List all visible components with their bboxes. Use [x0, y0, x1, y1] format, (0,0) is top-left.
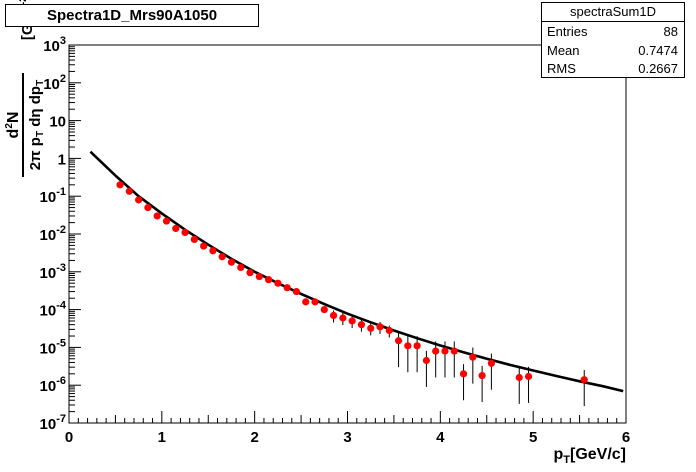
data-point: [524, 372, 533, 381]
y-tick-label: 10-5: [40, 337, 66, 357]
y-tick-label: 10-4: [40, 300, 67, 320]
data-point: [116, 181, 124, 189]
y-tick-label: 10-1: [40, 186, 66, 206]
data-point: [367, 324, 375, 332]
x-tick-label: 2: [250, 429, 258, 446]
data-points: [116, 181, 588, 407]
data-point: [283, 284, 291, 292]
x-axis-title: pT[GeV/c]: [553, 446, 626, 466]
stats-key: Entries: [547, 24, 588, 39]
data-point: [237, 263, 245, 272]
stats-key: RMS: [547, 61, 576, 76]
x-tick-label: 3: [343, 429, 351, 446]
data-point: [394, 337, 403, 345]
data-point: [302, 298, 310, 306]
data-point: [348, 317, 356, 325]
data-point: [450, 347, 458, 355]
x-axis-label: pT[GeV/c]: [553, 446, 626, 466]
stats-row-entries: Entries 88: [547, 22, 678, 41]
data-point: [144, 203, 152, 212]
data-point: [292, 287, 301, 296]
y-tick-label: 10-7: [40, 413, 66, 433]
data-point: [162, 217, 171, 225]
statistics-title: spectraSum1D: [542, 3, 684, 22]
x-tick-label: 0: [65, 429, 73, 446]
plot-frame: [68, 44, 627, 424]
data-point: [153, 212, 161, 220]
data-point: [135, 196, 143, 204]
fit-curve-line: [89, 150, 624, 393]
data-point: [227, 258, 236, 266]
stats-row-rms: RMS 0.2667: [547, 59, 678, 78]
data-point: [311, 298, 319, 306]
data-point: [246, 269, 254, 277]
stats-key: Mean: [547, 43, 580, 58]
data-point: [200, 242, 208, 250]
stats-value: 0.2667: [638, 61, 678, 76]
data-point: [209, 247, 217, 255]
data-point: [413, 342, 421, 350]
data-point: [255, 272, 263, 281]
x-tick-label: 4: [436, 429, 445, 446]
data-point: [339, 314, 347, 322]
data-point: [320, 306, 328, 314]
data-point: [580, 376, 588, 384]
data-point: [190, 235, 198, 243]
histogram-title-box: Spectra1D_Mrs90A1050: [5, 4, 259, 27]
data-point: [478, 371, 486, 380]
data-point: [329, 311, 338, 320]
stats-value: 88: [663, 24, 678, 39]
data-point: [459, 370, 468, 378]
data-point: [487, 359, 495, 367]
data-point: [515, 373, 523, 382]
y-tick-label: 10-6: [40, 375, 66, 395]
x-tick-label: 6: [622, 429, 630, 446]
x-tick-label: 5: [529, 429, 537, 446]
data-point: [274, 279, 282, 287]
stats-value: 0.7474: [638, 43, 678, 58]
data-point: [376, 323, 384, 331]
data-point: [469, 353, 477, 361]
data-point: [172, 224, 180, 233]
data-point: [181, 228, 189, 237]
y-tick-label: 10-3: [40, 262, 66, 282]
y-label-numerator: d2N: [4, 112, 22, 139]
histogram-title: Spectra1D_Mrs90A1050: [46, 7, 218, 24]
data-point: [264, 276, 273, 284]
data-point: [441, 347, 449, 355]
fit-curve: [89, 150, 624, 393]
data-point: [357, 321, 366, 329]
data-point: [404, 342, 412, 350]
data-point: [218, 253, 226, 261]
stats-row-mean: Mean 0.7474: [547, 41, 678, 60]
y-tick-label: 103: [43, 35, 66, 55]
y-tick-label: 102: [43, 73, 66, 93]
data-point: [422, 356, 431, 365]
statistics-box: spectraSum1D Entries 88 Mean 0.7474 RMS …: [541, 2, 685, 78]
y-tick-label: 10-2: [40, 224, 66, 244]
data-point: [432, 347, 440, 355]
plot-axes: 0 1 2 3 4 5 6 10-7 10-6 10-5 10-4 10-3 10-2 10-1 1 10 10…: [40, 35, 631, 446]
x-tick-label: 1: [158, 429, 166, 446]
y-tick-label: 1: [58, 151, 66, 168]
y-tick-label: 10: [49, 114, 66, 131]
y-label-denominator: 2π pT dη dpT: [27, 80, 46, 170]
data-point: [125, 187, 133, 195]
data-point: [385, 326, 393, 335]
